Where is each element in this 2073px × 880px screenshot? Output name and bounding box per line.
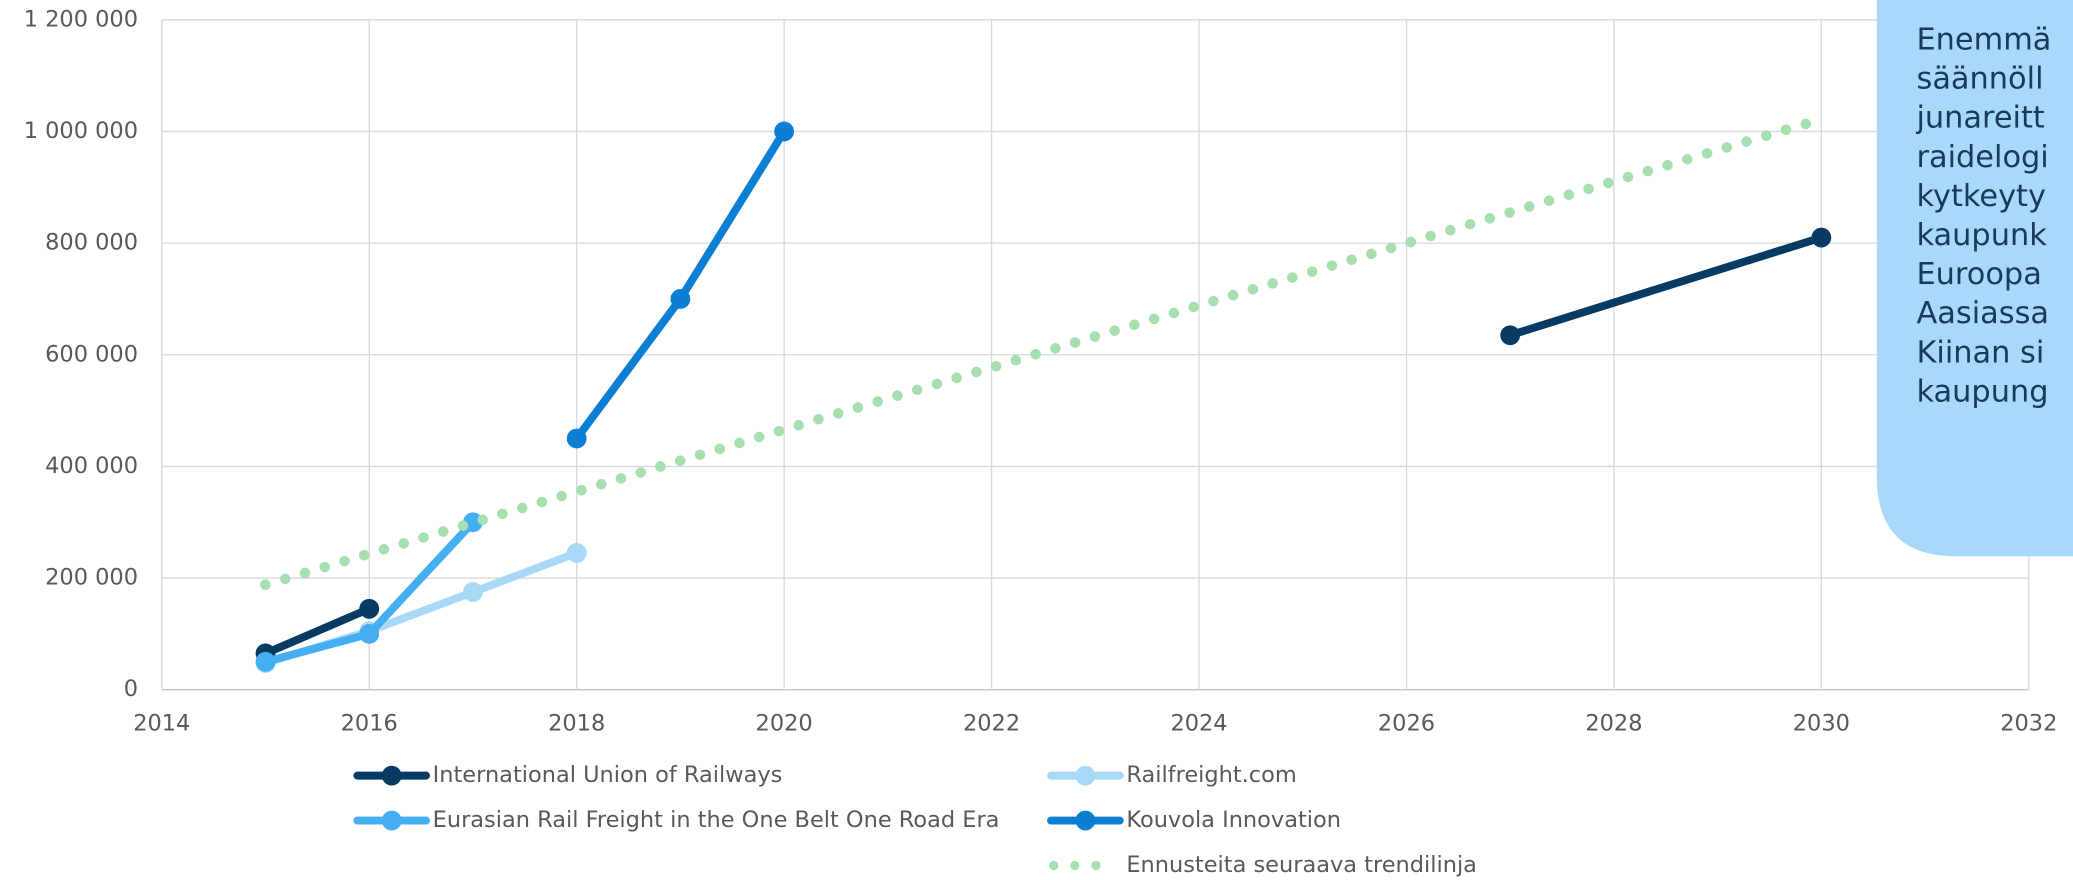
x-tick-label: 2030 [1793, 711, 1850, 737]
callout-text: Enemmä [1917, 22, 2052, 57]
x-tick-label: 2014 [133, 711, 190, 737]
x-tick-label: 2024 [1170, 711, 1227, 737]
x-tick-label: 2020 [756, 711, 813, 737]
callout-text: Kiinan si [1917, 335, 2045, 370]
data-point [359, 623, 380, 644]
legend-label: Eurasian Rail Freight in the One Belt On… [433, 807, 1000, 833]
callout-text: Aasiassa [1917, 296, 2050, 331]
y-tick-label: 800 000 [45, 230, 138, 256]
series-line [572, 127, 789, 443]
callout-text: säännöll [1917, 62, 2044, 97]
y-tick-label: 600 000 [45, 341, 138, 367]
callout-text: Euroopa [1917, 257, 2042, 292]
x-tick-label: 2018 [548, 711, 605, 737]
legend-marker [381, 810, 402, 831]
data-point [359, 598, 380, 619]
data-point [670, 289, 691, 309]
legend-label: Railfreight.com [1126, 762, 1296, 788]
y-tick-label: 1 000 000 [24, 118, 138, 144]
data-point [774, 121, 795, 142]
callout-box [1876, 0, 2073, 557]
legend-marker [381, 765, 402, 786]
callout-text: kaupung [1917, 374, 2049, 409]
callout-text: junareitt [1916, 101, 2045, 136]
data-point [1500, 325, 1521, 346]
legend-label: International Union of Railways [433, 762, 783, 788]
y-tick-label: 200 000 [45, 565, 138, 591]
legend-label: Kouvola Innovation [1126, 807, 1341, 833]
y-tick-label: 400 000 [45, 453, 138, 479]
data-point [255, 651, 276, 672]
legend-marker [1075, 765, 1096, 786]
x-tick-label: 2016 [341, 711, 398, 737]
callout-text: raidelogi [1917, 140, 2049, 175]
data-point [463, 582, 483, 602]
data-point [1811, 227, 1832, 248]
x-tick-label: 2032 [2000, 711, 2057, 737]
x-tick-label: 2026 [1378, 711, 1435, 737]
legend-marker [1075, 810, 1096, 831]
legend-label: Ennusteita seuraava trendilinja [1126, 852, 1477, 878]
callout-text: kytkeyty [1917, 179, 2046, 214]
data-point [566, 543, 587, 563]
x-tick-label: 2028 [1585, 711, 1642, 737]
y-tick-label: 0 [124, 676, 138, 702]
callout-text: kaupunk [1917, 218, 2048, 253]
y-tick-label: 1 200 000 [24, 6, 138, 32]
trend-line [260, 113, 1827, 591]
x-tick-label: 2022 [963, 711, 1020, 737]
data-point [566, 428, 587, 449]
series-line [261, 233, 1826, 658]
